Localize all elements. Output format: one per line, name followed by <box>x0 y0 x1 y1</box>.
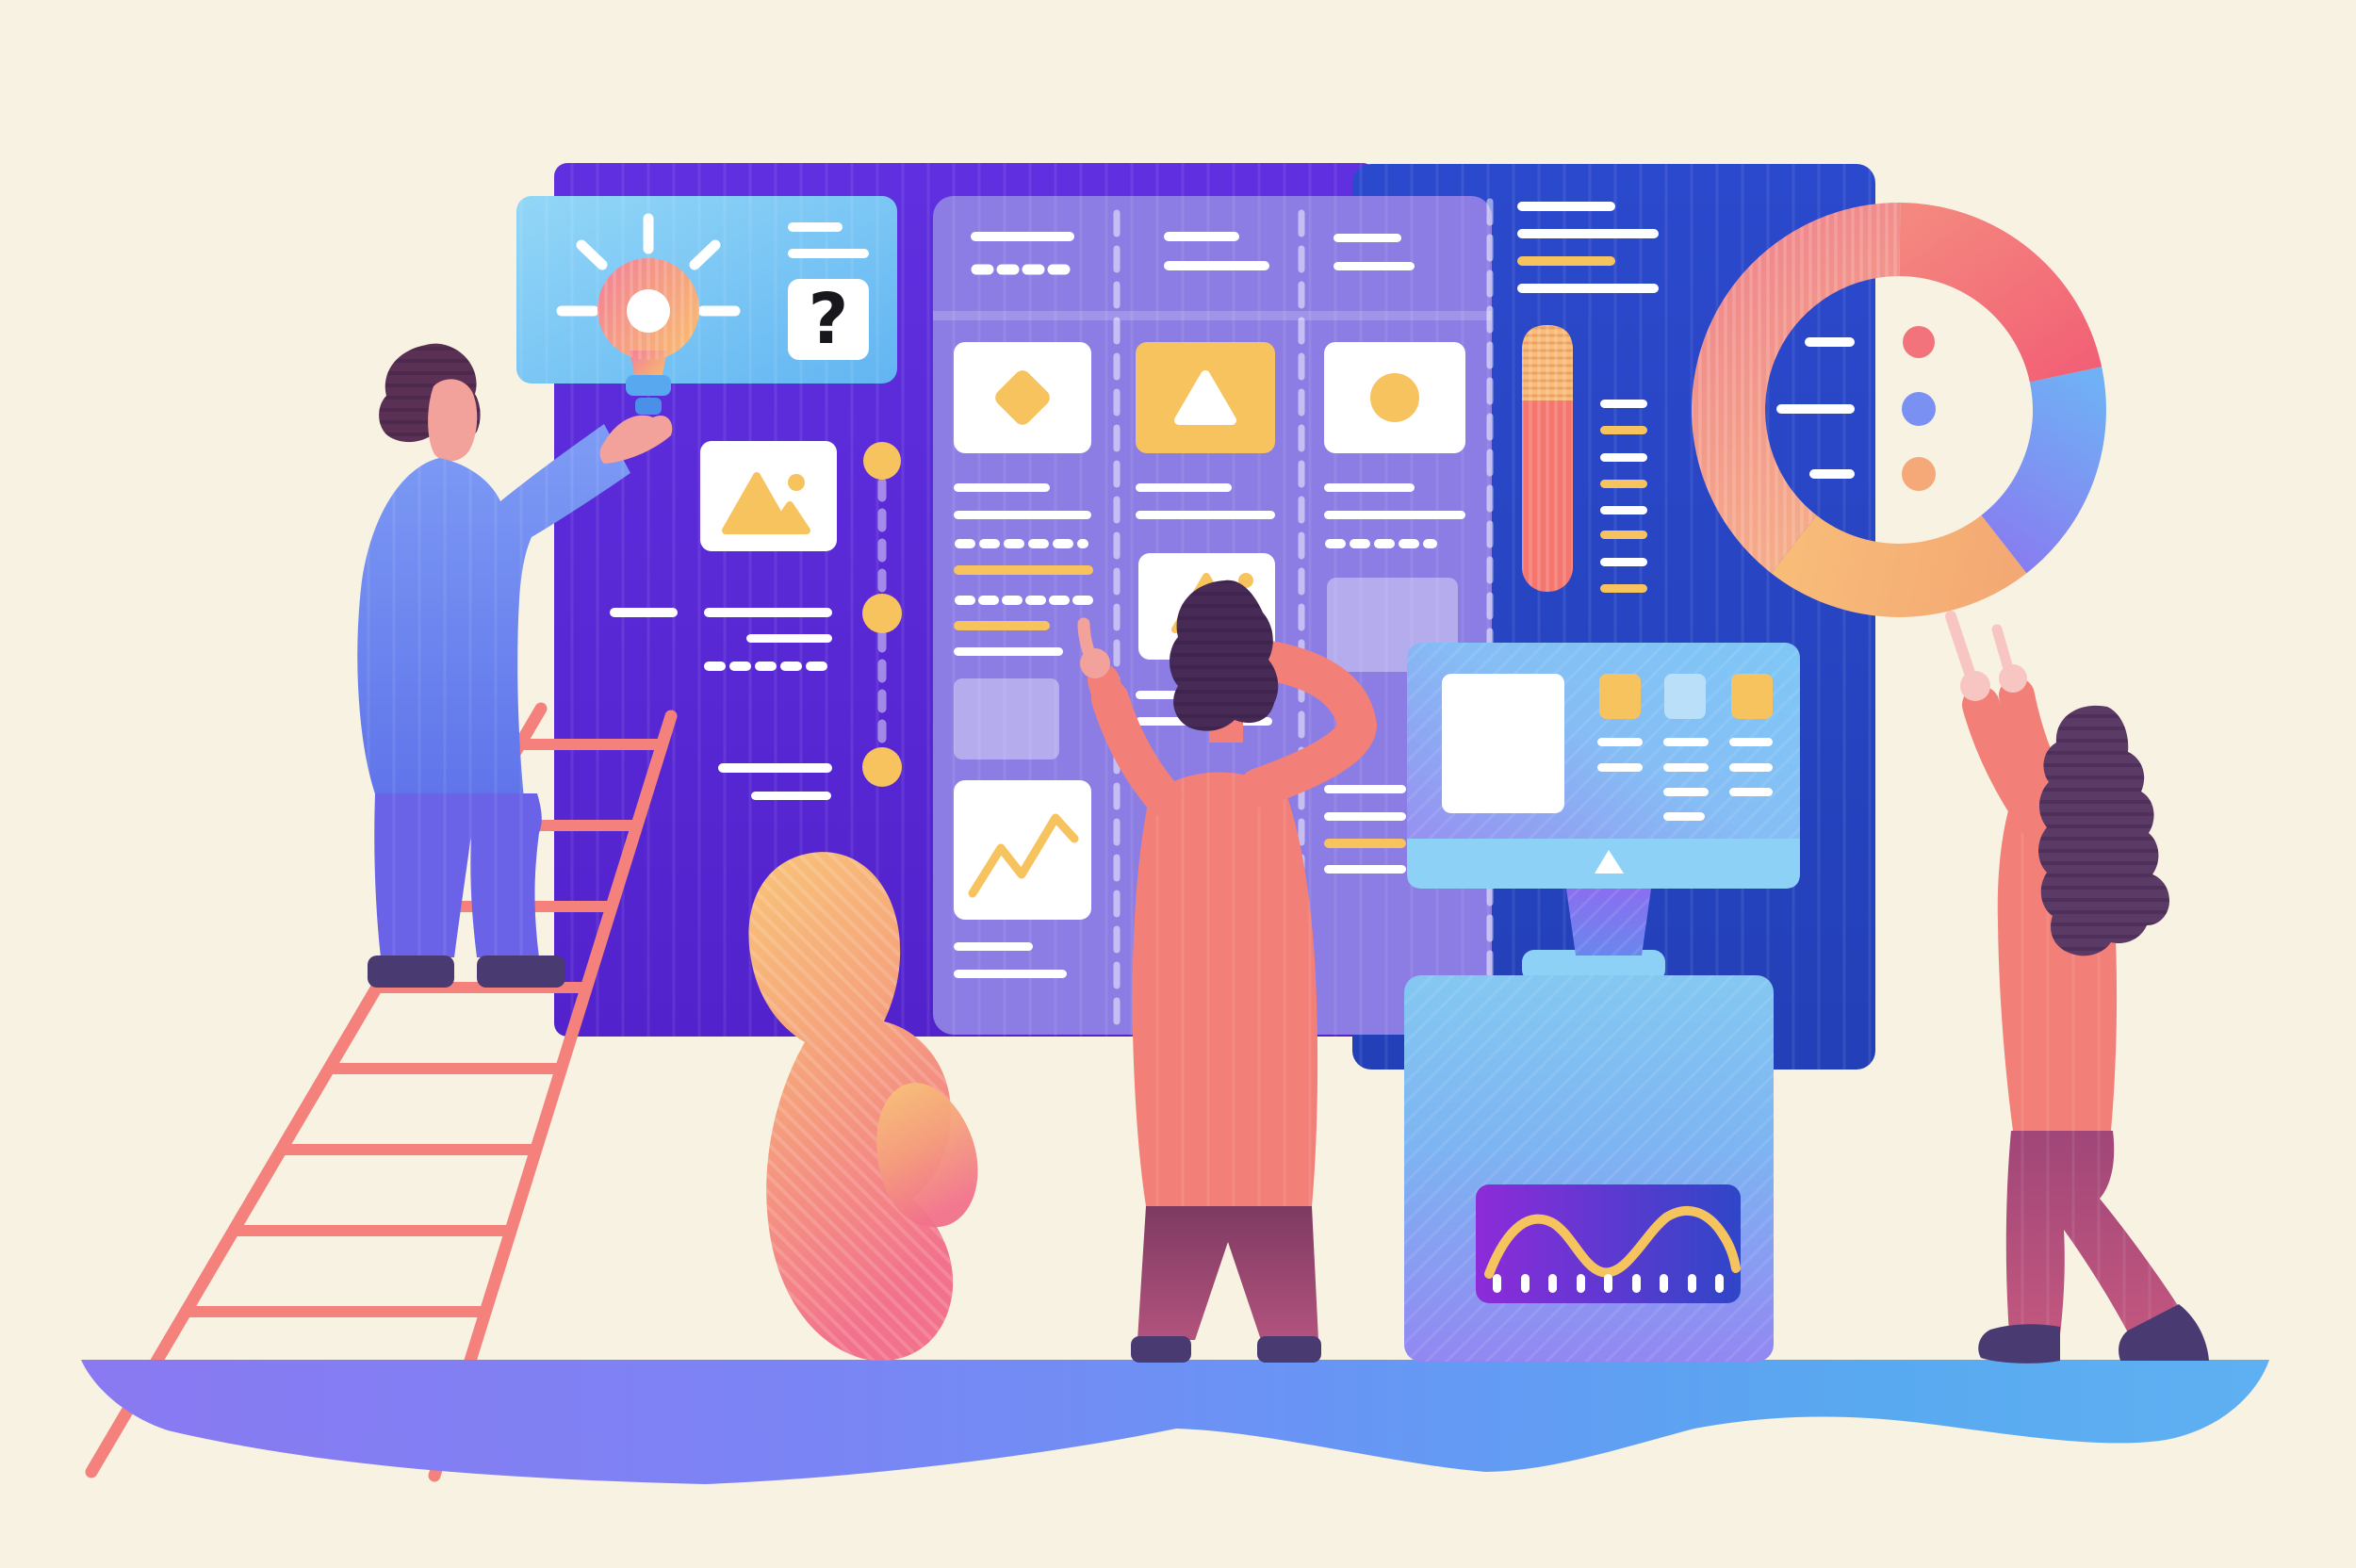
bulb-socket <box>626 375 671 396</box>
kanban-column-1 <box>954 232 1096 978</box>
donut-legend-lines <box>1776 337 1855 479</box>
man2-pants <box>1137 1206 1318 1340</box>
workstation <box>1404 643 1800 1362</box>
timeline-dot <box>862 747 902 787</box>
metric-tick-lines <box>1600 400 1647 593</box>
kiosk-shelf <box>1522 950 1665 982</box>
lightbulb-icon <box>556 213 741 415</box>
screen-text-lines <box>1597 738 1773 821</box>
donut-segment-blue <box>1980 367 2106 574</box>
screen-main-window <box>1442 674 1564 813</box>
donut-chart <box>1692 202 2106 617</box>
woman-shoe <box>1978 1324 2060 1364</box>
progress-bar <box>1522 325 1573 592</box>
board-text-lines <box>610 608 834 800</box>
plant-blob <box>748 852 978 1362</box>
triangle-up-icon <box>1595 850 1624 874</box>
legend-dot-red <box>1903 326 1935 358</box>
donut-segment-red <box>1898 203 2102 384</box>
triangle-icon <box>1174 370 1236 425</box>
man2-shoe <box>1131 1336 1191 1363</box>
man1-shoe <box>368 956 454 988</box>
man2-pointing-arm <box>1077 617 1182 816</box>
image-placeholder-card <box>700 441 837 551</box>
image-icon <box>722 472 810 534</box>
screen-tiles <box>1599 674 1773 719</box>
kiosk-base <box>1404 889 1774 1362</box>
circle-icon <box>1370 373 1419 422</box>
question-mark: ? <box>809 279 849 360</box>
timeline-dot <box>862 594 902 633</box>
timeline-dot <box>863 442 901 480</box>
placeholder-block <box>954 678 1059 760</box>
wave-line <box>1484 1205 1741 1279</box>
donut-legend-dots <box>1902 326 1936 491</box>
legend-dot-blue <box>1902 392 1936 426</box>
confused-man <box>1077 580 1378 1363</box>
donut-segment-orange <box>1771 514 2027 617</box>
kanban-header-divider <box>933 311 1492 320</box>
donut-segment-texture <box>1692 202 1901 574</box>
task-card-circle <box>1324 342 1465 453</box>
man1-face <box>428 379 478 462</box>
woman-finger <box>1991 624 2013 671</box>
man2-finger <box>1077 617 1096 661</box>
timeline <box>862 442 902 787</box>
man1-shoe <box>477 956 565 988</box>
idea-section: ? <box>516 196 902 800</box>
question-card: ? <box>788 279 869 360</box>
task-card-triangle <box>1136 342 1275 453</box>
ground-wave <box>81 1360 2269 1484</box>
ladder-rail <box>428 710 678 1482</box>
wave-chart-panel <box>1476 1184 1741 1303</box>
line-chart-card <box>954 780 1091 920</box>
monitor <box>1407 643 1800 889</box>
woman-shoe <box>2119 1304 2209 1361</box>
woman-hand <box>1960 671 1990 701</box>
task-card-diamond <box>954 342 1091 453</box>
idea-card: ? <box>516 196 897 415</box>
woman-finger <box>1945 611 1975 678</box>
man2-shoe <box>1257 1336 1321 1363</box>
diamond-icon <box>995 370 1050 425</box>
man-on-ladder <box>357 343 673 988</box>
woman-hand <box>1999 664 2027 693</box>
woman-arm-front <box>1945 611 2056 841</box>
man1-hand <box>599 415 673 464</box>
chart-ticks <box>1493 1274 1724 1293</box>
analytics-text-lines <box>1517 202 1659 293</box>
legend-dot-orange <box>1902 457 1936 491</box>
line-chart-icon <box>968 813 1079 898</box>
woman-pointing <box>1945 611 2209 1364</box>
